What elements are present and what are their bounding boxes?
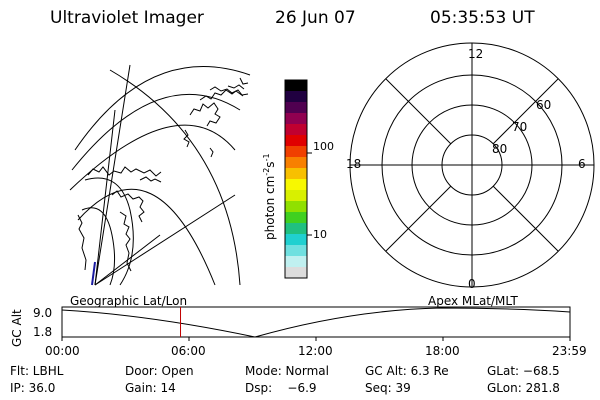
mlt-label-18: 18 [346,157,362,171]
unit-s: s [263,161,277,168]
lat-label-70: 70 [512,120,528,134]
info-gain: Gain: 14 [125,381,176,395]
colorbar-cell [285,223,307,235]
altitude-ylabel: GC Alt [10,309,24,347]
altitude-ytick-min: 1.8 [33,325,53,339]
colorbar-cell [285,135,307,147]
info-mode: Mode: Normal [245,364,329,378]
colorbar-cell [285,179,307,191]
colorbar-cell [285,157,307,169]
geographic-label: Geographic Lat/Lon [70,294,188,308]
time-label: 05:35:53 UT [430,8,535,28]
info-glon: GLon: 281.8 [487,381,560,395]
xtick-1800: 18:00 [425,344,460,358]
info-seq: Seq: 39 [365,381,411,395]
mlt-label-12: 12 [468,47,484,61]
unit-exp2: -1 [262,153,271,162]
mlt-label-0: 0 [468,277,476,291]
colorbar-cell [285,234,307,246]
info-ip: IP: 36.0 [10,381,56,395]
lat-label-80: 80 [492,142,508,156]
colorbar-cell [285,146,307,158]
colorbar-cell [285,201,307,213]
xtick-0600: 06:00 [171,344,206,358]
colorbar-tick-100: 100 [313,140,334,153]
xtick-1200: 12:00 [298,344,333,358]
colorbar-cell [285,91,307,103]
colorbar-cell [285,113,307,125]
unit-exp1: -2 [262,167,271,176]
date-label: 26 Jun 07 [275,8,356,28]
info-flt: Flt: LBHL [10,364,64,378]
unit-prefix: photon cm [263,175,277,240]
colorbar-cell [285,80,307,92]
apex-label: Apex MLat/MLT [428,294,518,308]
info-dsp: Dsp: −6.9 [245,381,317,395]
colorbar-tick-10: 10 [313,228,327,241]
intensity-colorbar [284,79,312,279]
colorbar-cell [285,212,307,224]
xtick-0000: 00:00 [45,344,80,358]
xtick-2359: 23:59 [552,344,587,358]
colorbar-cell [285,190,307,202]
colorbar-cell [285,124,307,136]
info-door: Door: Open [125,364,194,378]
colorbar-cell [285,102,307,114]
info-gc-alt: GC Alt: 6.3 Re [365,364,449,378]
colorbar-cell [285,168,307,180]
altitude-plot [61,306,571,341]
colorbar-cell [285,267,307,279]
instrument-title: Ultraviolet Imager [50,8,204,28]
lat-label-60: 60 [536,98,552,112]
colorbar-unit-label: photon cm-2s-1 [262,153,277,240]
colorbar-cell [285,256,307,268]
info-glat: GLat: −68.5 [487,364,560,378]
mlt-label-6: 6 [578,157,586,171]
colorbar-cell [285,245,307,257]
altitude-ytick-max: 9.0 [33,306,53,320]
